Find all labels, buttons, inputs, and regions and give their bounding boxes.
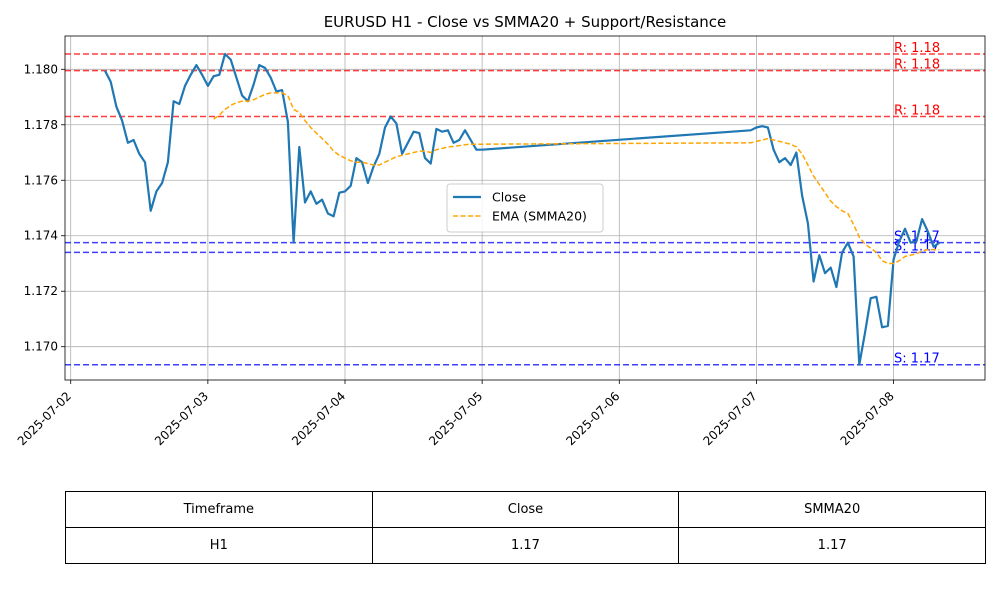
resistance-label: R: 1.18 <box>894 103 940 118</box>
table-cell-timeframe: H1 <box>65 527 373 564</box>
x-tick-label: 2025-07-03 <box>152 389 211 448</box>
table-header-close: Close <box>371 491 680 528</box>
summary-table: Timeframe Close SMMA20 H1 1.17 1.17 <box>65 491 986 564</box>
table-header-timeframe: Timeframe <box>65 491 373 528</box>
x-tick-label: 2025-07-02 <box>15 389 74 448</box>
x-tick-label: 2025-07-06 <box>563 389 622 448</box>
legend: Close EMA (SMMA20) <box>446 183 604 233</box>
resistance-label: R: 1.18 <box>894 41 940 56</box>
smma-series-line <box>213 92 940 265</box>
chart-title: EURUSD H1 - Close vs SMMA20 + Support/Re… <box>324 13 727 31</box>
y-tick-label: 1.176 <box>24 173 58 187</box>
table-row: H1 1.17 1.17 <box>65 527 986 564</box>
legend-label: Close <box>492 190 526 205</box>
support-label: S: 1.17 <box>894 352 940 367</box>
y-tick-label: 1.178 <box>24 118 58 132</box>
y-tick-label: 1.174 <box>24 229 58 243</box>
table-cell-smma20: 1.17 <box>678 527 986 564</box>
y-tick-label: 1.170 <box>24 340 58 354</box>
support-label: S: 1.17 <box>894 239 940 254</box>
y-tick-label: 1.180 <box>24 62 58 76</box>
table-cell-close: 1.17 <box>371 527 680 564</box>
legend-box <box>446 183 604 233</box>
close-series-line <box>104 52 940 366</box>
table-header-smma20: SMMA20 <box>678 491 986 528</box>
table-header-row: Timeframe Close SMMA20 <box>65 491 986 528</box>
x-tick-label: 2025-07-07 <box>701 389 760 448</box>
x-tick-label: 2025-07-04 <box>289 389 348 448</box>
y-tick-label: 1.172 <box>24 284 58 298</box>
price-chart: EURUSD H1 - Close vs SMMA20 + Support/Re… <box>15 13 986 448</box>
x-tick-label: 2025-07-08 <box>838 389 897 448</box>
resistance-label: R: 1.18 <box>894 58 940 73</box>
plot-frame <box>64 35 986 381</box>
x-tick-label: 2025-07-05 <box>426 389 485 448</box>
legend-label: EMA (SMMA20) <box>492 209 587 224</box>
